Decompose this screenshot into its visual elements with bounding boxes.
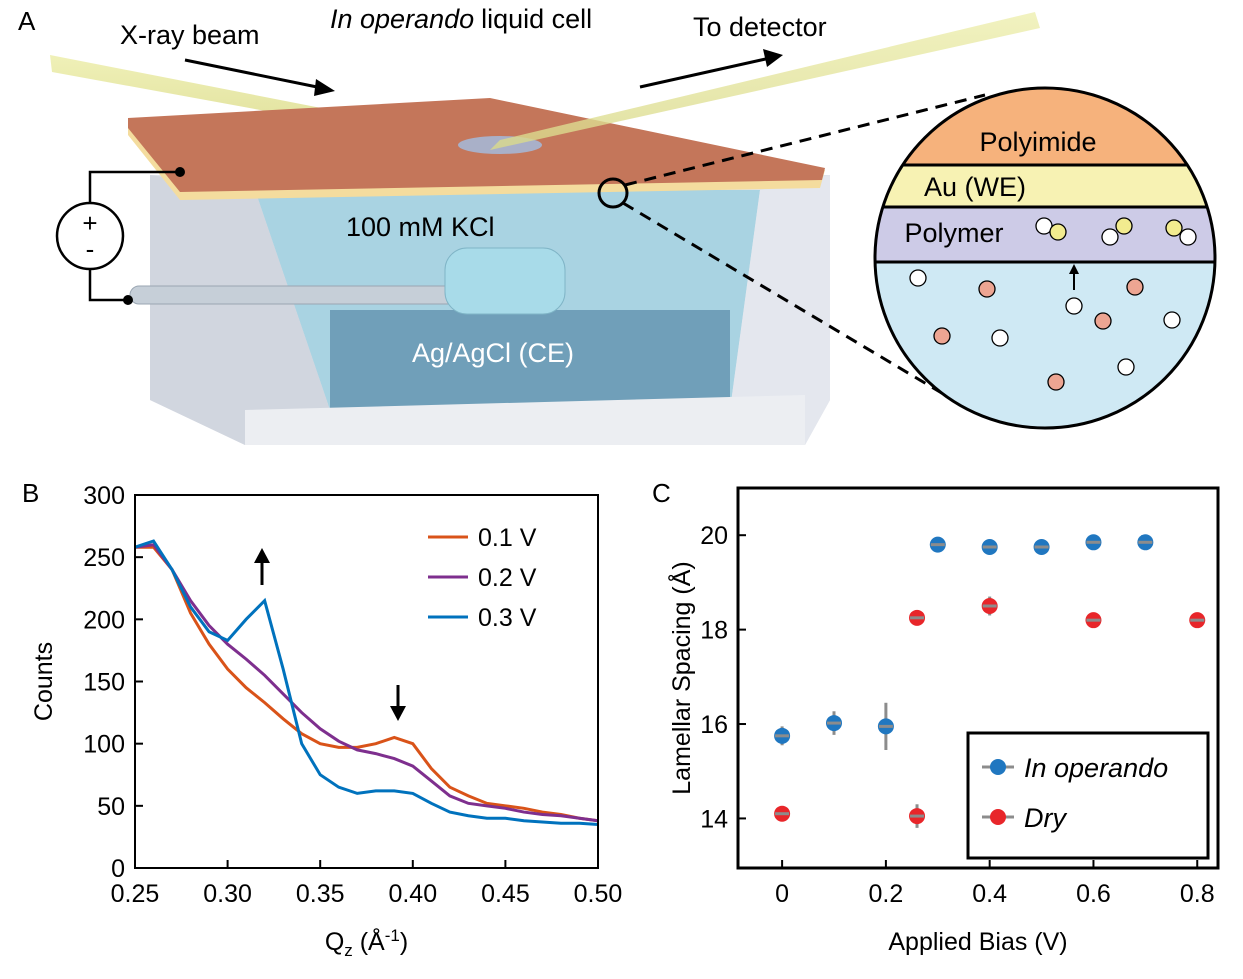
x-axis-label-part: -1 — [385, 926, 400, 945]
legend-label: Dry — [1024, 803, 1067, 833]
layer-label: Polymer — [904, 218, 1003, 248]
x-tick-label: 0.25 — [111, 880, 160, 908]
legend-label: 0.2 V — [478, 564, 537, 592]
x-tick-label: 0.35 — [296, 880, 345, 908]
annotation-arrow — [254, 548, 270, 563]
y-tick-label: 14 — [700, 805, 728, 833]
x-tick-label: 0.30 — [203, 880, 252, 908]
y-tick-label: 20 — [700, 522, 728, 550]
legend-marker — [990, 759, 1006, 775]
x-axis-label: Qz (Å-1) — [325, 926, 408, 960]
electrode — [444, 247, 566, 315]
label: 100 mM KCl — [346, 212, 495, 242]
x-tick-label: 0.8 — [1180, 880, 1215, 908]
minus: - — [86, 234, 95, 264]
layer — [875, 262, 1215, 428]
label: Ag/AgCl (CE) — [412, 338, 574, 368]
zoom-circle — [873, 86, 1217, 430]
panel-label: C — [652, 478, 671, 508]
wall — [150, 175, 330, 445]
y-tick-label: 50 — [97, 793, 125, 821]
arrow — [184, 58, 323, 90]
y-tick-label: 200 — [83, 606, 125, 634]
layer — [875, 165, 1215, 207]
line — [134, 539, 599, 826]
layer-label: Polyimide — [979, 127, 1096, 157]
wall — [730, 175, 830, 445]
label: liquid cell — [481, 4, 592, 34]
ions — [909, 217, 1197, 391]
legend-label: 0.1 V — [478, 524, 537, 552]
label: X-ray beam — [120, 20, 260, 50]
arrow — [639, 56, 771, 89]
beam — [490, 12, 1040, 150]
x-axis-label-part: (Å — [353, 926, 385, 956]
y-tick-label: 250 — [83, 544, 125, 572]
x-axis-label-part: Q — [325, 928, 344, 956]
y-tick-label: 150 — [83, 669, 125, 697]
arrowhead — [314, 79, 335, 96]
x-axis-label: Applied Bias (V) — [888, 928, 1067, 956]
arrowhead — [763, 49, 783, 67]
wire — [88, 268, 128, 302]
layer-label: Au (WE) — [924, 172, 1026, 202]
x-tick-label: 0 — [775, 880, 789, 908]
panel-label: B — [22, 478, 39, 508]
wire — [88, 170, 180, 205]
legend-label: In operando — [1024, 753, 1168, 783]
y-axis-label: Counts — [30, 642, 58, 721]
label: To detector — [693, 12, 827, 42]
line — [135, 545, 599, 823]
panel-label: A — [18, 6, 36, 36]
source — [55, 201, 125, 271]
legend-box — [966, 731, 1210, 860]
legend-label: 0.3 V — [478, 604, 537, 632]
y-tick-label: 18 — [700, 617, 728, 645]
plot-frame — [134, 494, 599, 869]
x-tick-label: 0.50 — [574, 880, 623, 908]
x-tick-label: 0.6 — [1076, 880, 1111, 908]
y-tick-label: 16 — [700, 711, 728, 739]
node — [175, 167, 185, 177]
label: In operando liquid cell — [330, 4, 592, 34]
label-italic: In operando — [330, 4, 474, 34]
x-tick-label: 0.40 — [388, 880, 437, 908]
line — [134, 543, 599, 823]
plus: + — [82, 208, 97, 238]
annotation-arrow — [390, 706, 406, 721]
x-tick-label: 0.4 — [972, 880, 1007, 908]
base — [245, 395, 805, 445]
zoom-line — [624, 93, 986, 187]
x-tick-label: 0.45 — [481, 880, 530, 908]
legend-marker — [990, 809, 1006, 825]
y-tick-label: 100 — [83, 731, 125, 759]
node — [123, 295, 133, 305]
y-tick-label: 300 — [83, 482, 125, 510]
x-axis-label-part: z — [344, 941, 353, 960]
zoom-spot — [597, 177, 629, 209]
liquid-bottom — [330, 310, 730, 410]
wire — [129, 285, 461, 305]
panel-a: A + - X-ray beam In operando liquid cell … — [18, 4, 1217, 445]
x-axis-label-part: ) — [400, 928, 408, 956]
y-tick-label: 0 — [111, 855, 125, 883]
y-axis-label: Lamellar Spacing (Å) — [666, 561, 696, 794]
x-tick-label: 0.2 — [869, 880, 904, 908]
plot-frame — [736, 486, 1220, 870]
zoom-line — [622, 201, 946, 397]
